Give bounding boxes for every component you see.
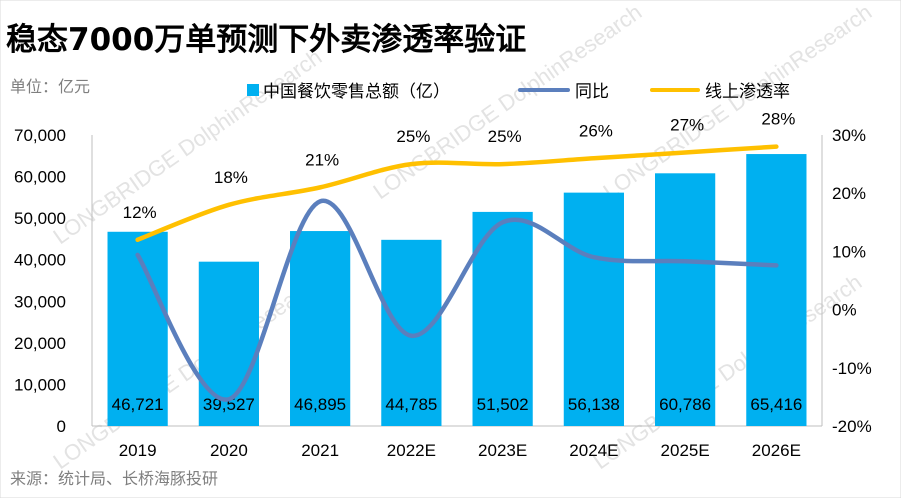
left-axis-tick-label: 50,000: [14, 209, 66, 228]
penetration-value-label: 21%: [305, 150, 339, 169]
penetration-value-label: 28%: [761, 110, 795, 129]
source-note: 来源：统计局、长桥海豚投研: [10, 469, 218, 488]
plot-area: 0 10,000 20,000 30,000 40,000 50,000 60,000 70,…: [14, 110, 872, 460]
penetration-value-label: 26%: [579, 121, 613, 140]
right-axis-tick-label: 0%: [832, 301, 857, 320]
left-axis-tick-label: 10,000: [14, 375, 66, 394]
right-axis-tick-label: -10%: [832, 359, 872, 378]
bar: [472, 211, 533, 426]
bar: [381, 239, 442, 426]
bar-value-label: 51,502: [477, 395, 529, 414]
right-axis-tick-label: 20%: [832, 184, 866, 203]
right-axis-tick-label: 30%: [832, 126, 866, 145]
penetration-value-label: 27%: [670, 115, 704, 134]
legend-yoy-label: 同比: [575, 82, 609, 102]
x-axis-tick-label: 2025E: [661, 441, 710, 460]
bar: [746, 154, 807, 426]
penetration-value-label: 25%: [396, 127, 430, 146]
left-axis-tick-label: 70,000: [14, 126, 66, 145]
bar-value-label: 46,895: [294, 395, 346, 414]
left-axis-tick-label: 20,000: [14, 334, 66, 353]
left-axis-tick-label: 60,000: [14, 168, 66, 187]
bar: [290, 231, 351, 426]
x-axis-tick-label: 2023E: [478, 441, 527, 460]
x-axis-tick-label: 2021: [301, 441, 339, 460]
unit-label: 单位：亿元: [10, 77, 90, 96]
bar-value-label: 39,527: [203, 395, 255, 414]
legend-bar-swatch: [247, 84, 259, 96]
x-axis-tick-label: 2024E: [569, 441, 618, 460]
penetration-line: [135, 144, 779, 243]
bar-value-label: 44,785: [385, 395, 437, 414]
right-axis-tick-label: -20%: [832, 417, 872, 436]
penetration-value-label: 18%: [214, 168, 248, 187]
bar-value-label: 56,138: [568, 395, 620, 414]
penetration-value-label: 12%: [123, 203, 157, 222]
bar: [563, 192, 624, 426]
x-axis-tick-label: 2020: [210, 441, 248, 460]
bar-value-label: 65,416: [750, 395, 802, 414]
bar: [107, 231, 168, 426]
legend-bar-label: 中国餐饮零售总额（亿）: [263, 82, 450, 102]
legend-penetration-label: 线上渗透率: [705, 82, 790, 102]
left-axis-tick-label: 40,000: [14, 251, 66, 270]
left-axis-tick-label: 0: [57, 417, 66, 436]
legend: 中国餐饮零售总额（亿） 同比 线上渗透率: [247, 82, 790, 102]
bar: [655, 173, 716, 426]
chart-title: 稳态7000万单预测下外卖渗透率验证: [6, 22, 526, 58]
x-axis-tick-label: 2019: [119, 441, 157, 460]
x-axis-tick-label: 2022E: [387, 441, 436, 460]
bar-value-label: 46,721: [112, 395, 164, 414]
left-axis-tick-label: 30,000: [14, 292, 66, 311]
x-axis-tick-label: 2026E: [752, 441, 801, 460]
bar-value-label: 60,786: [659, 395, 711, 414]
penetration-value-label: 25%: [488, 127, 522, 146]
right-axis-tick-label: 10%: [832, 242, 866, 261]
